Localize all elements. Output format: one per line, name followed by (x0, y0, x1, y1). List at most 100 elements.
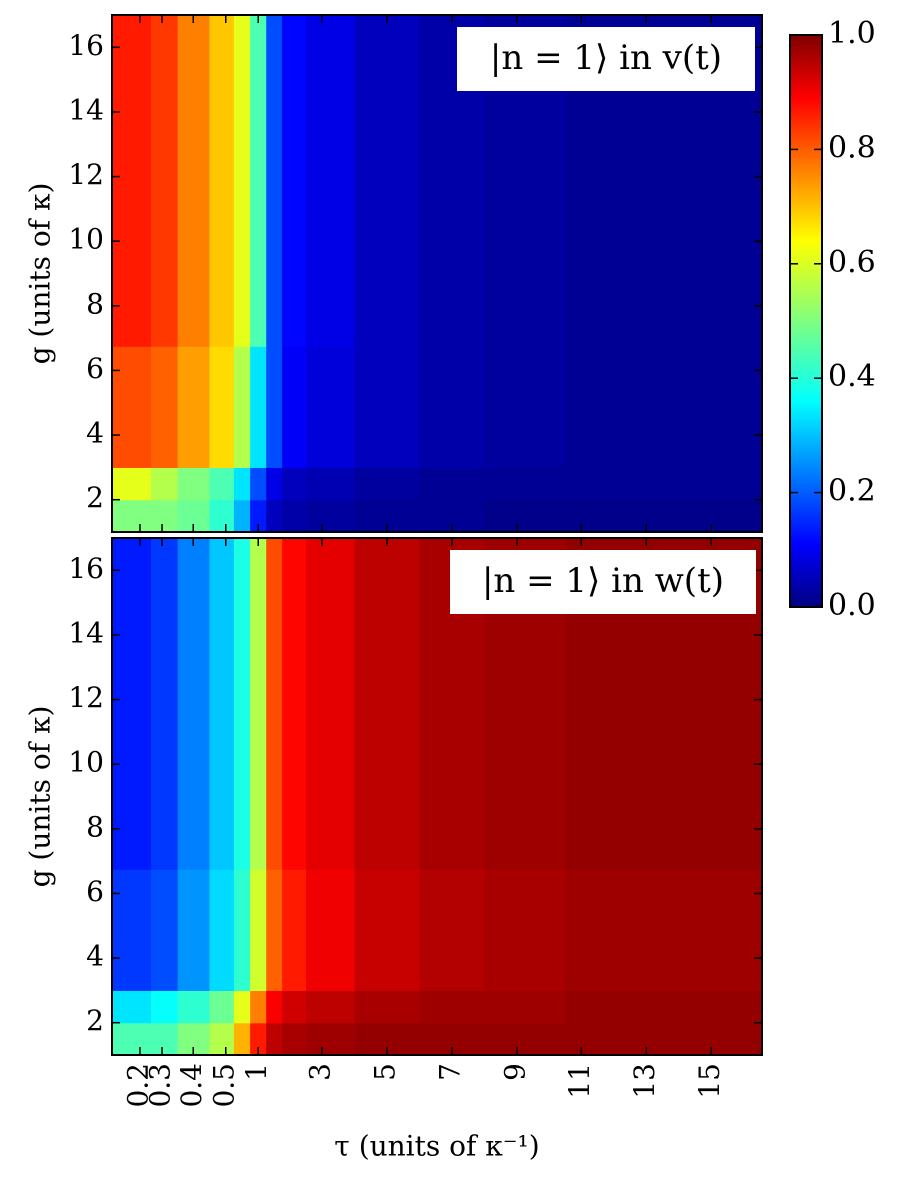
heat-cell (662, 346, 763, 468)
colorbar-tick-label: 0.0 (828, 588, 876, 623)
heat-cell (662, 990, 763, 1024)
heat-cell (306, 499, 356, 533)
heat-cell (266, 990, 283, 1024)
y-tick-label: 8 (86, 287, 104, 320)
heat-cell (565, 1022, 664, 1056)
y-tick-label: 6 (86, 352, 104, 385)
heat-cell (266, 1022, 283, 1056)
annotation-box (457, 27, 755, 91)
y-tick-label: 12 (68, 681, 104, 714)
x-tick-label: 0.5 (207, 1063, 240, 1108)
y-tick-label: 6 (86, 875, 104, 908)
y-tick-label: 4 (86, 940, 104, 973)
heat-cell (233, 869, 251, 991)
heat-cell (233, 1022, 251, 1056)
heat-cell (419, 869, 486, 991)
heat-cell (565, 346, 664, 468)
heat-cell (662, 869, 763, 991)
heat-cell (250, 990, 267, 1024)
heat-cell (306, 990, 356, 1024)
heat-cell (177, 538, 211, 870)
heat-cell (151, 467, 179, 501)
x-tick-label: 15 (693, 1063, 726, 1099)
x-tick-label: 1 (240, 1063, 273, 1081)
heat-cell (282, 538, 307, 870)
y-tick-label: 14 (68, 616, 104, 649)
heat-cell (484, 346, 566, 468)
plot-frame (111, 537, 763, 1056)
y-tick-label: 16 (68, 552, 104, 585)
colorbar-tick-label: 0.2 (828, 474, 876, 509)
heat-cell (565, 990, 664, 1024)
heat-cell (177, 869, 211, 991)
heat-cell (419, 467, 486, 501)
y-tick-label: 14 (68, 93, 104, 126)
heat-cell (354, 346, 421, 468)
heat-cell (306, 346, 356, 468)
heat-cell (250, 467, 267, 501)
y-tick-label: 4 (86, 417, 104, 450)
heat-cell (151, 538, 179, 870)
heat-cell (209, 869, 235, 991)
heat-cell (112, 346, 152, 468)
plot-frame (111, 14, 763, 533)
heat-cell (282, 1022, 307, 1056)
y-axis-label: g (units of κ) (24, 706, 57, 888)
heat-cell (266, 15, 283, 347)
colorbar-tick-label: 0.8 (828, 130, 876, 165)
heat-cell (209, 346, 235, 468)
heat-cell (250, 538, 267, 870)
heat-cell (250, 15, 267, 347)
heat-cell (484, 990, 566, 1024)
heat-cell (112, 467, 152, 501)
x-tick-label: 9 (498, 1063, 531, 1081)
annotation-box (450, 550, 756, 614)
x-tick-label: 0.2 (121, 1063, 154, 1108)
heat-cell (177, 467, 211, 501)
heat-cell (354, 538, 421, 870)
heat-cell (112, 499, 152, 533)
heat-cell (250, 869, 267, 991)
heat-cell (112, 869, 152, 991)
heat-cell (151, 499, 179, 533)
heat-cell (354, 467, 421, 501)
colorbar-tick-label: 1.0 (828, 16, 876, 51)
heat-cell (306, 1022, 356, 1056)
x-tick-label: 0.4 (175, 1063, 208, 1108)
heat-cell (484, 499, 566, 533)
heat-cell (662, 467, 763, 501)
heat-cell (282, 499, 307, 533)
heat-cell (233, 15, 251, 347)
heat-cell (177, 990, 211, 1024)
heat-cell (282, 990, 307, 1024)
heat-cell (177, 346, 211, 468)
annotation: |n = 1⟩ in v(t) (490, 38, 722, 78)
heat-cell (233, 346, 251, 468)
heat-cell (151, 15, 179, 347)
heat-cell (233, 467, 251, 501)
heat-cell (565, 499, 664, 533)
heat-cell (662, 499, 763, 533)
heat-cell (282, 346, 307, 468)
heat-cell (209, 538, 235, 870)
heat-cell (250, 499, 267, 533)
x-tick-label: 5 (368, 1063, 401, 1081)
colorbar-tick-label: 0.6 (828, 245, 876, 280)
heat-cell (306, 15, 356, 347)
heat-cell (112, 538, 152, 870)
y-tick-label: 2 (86, 1004, 104, 1037)
heat-cell (209, 499, 235, 533)
heat-cell (209, 15, 235, 347)
heat-cell (151, 1022, 179, 1056)
heat-cell (419, 346, 486, 468)
heat-cell (354, 869, 421, 991)
heat-cell (112, 990, 152, 1024)
x-tick-label: 13 (628, 1063, 661, 1099)
heat-cell (282, 869, 307, 991)
colorbar-tick-label: 0.4 (828, 359, 876, 394)
y-tick-label: 2 (86, 481, 104, 514)
heat-cell (266, 499, 283, 533)
heat-cell (233, 538, 251, 870)
heat-cell (112, 1022, 152, 1056)
x-tick-label: 11 (563, 1063, 596, 1099)
